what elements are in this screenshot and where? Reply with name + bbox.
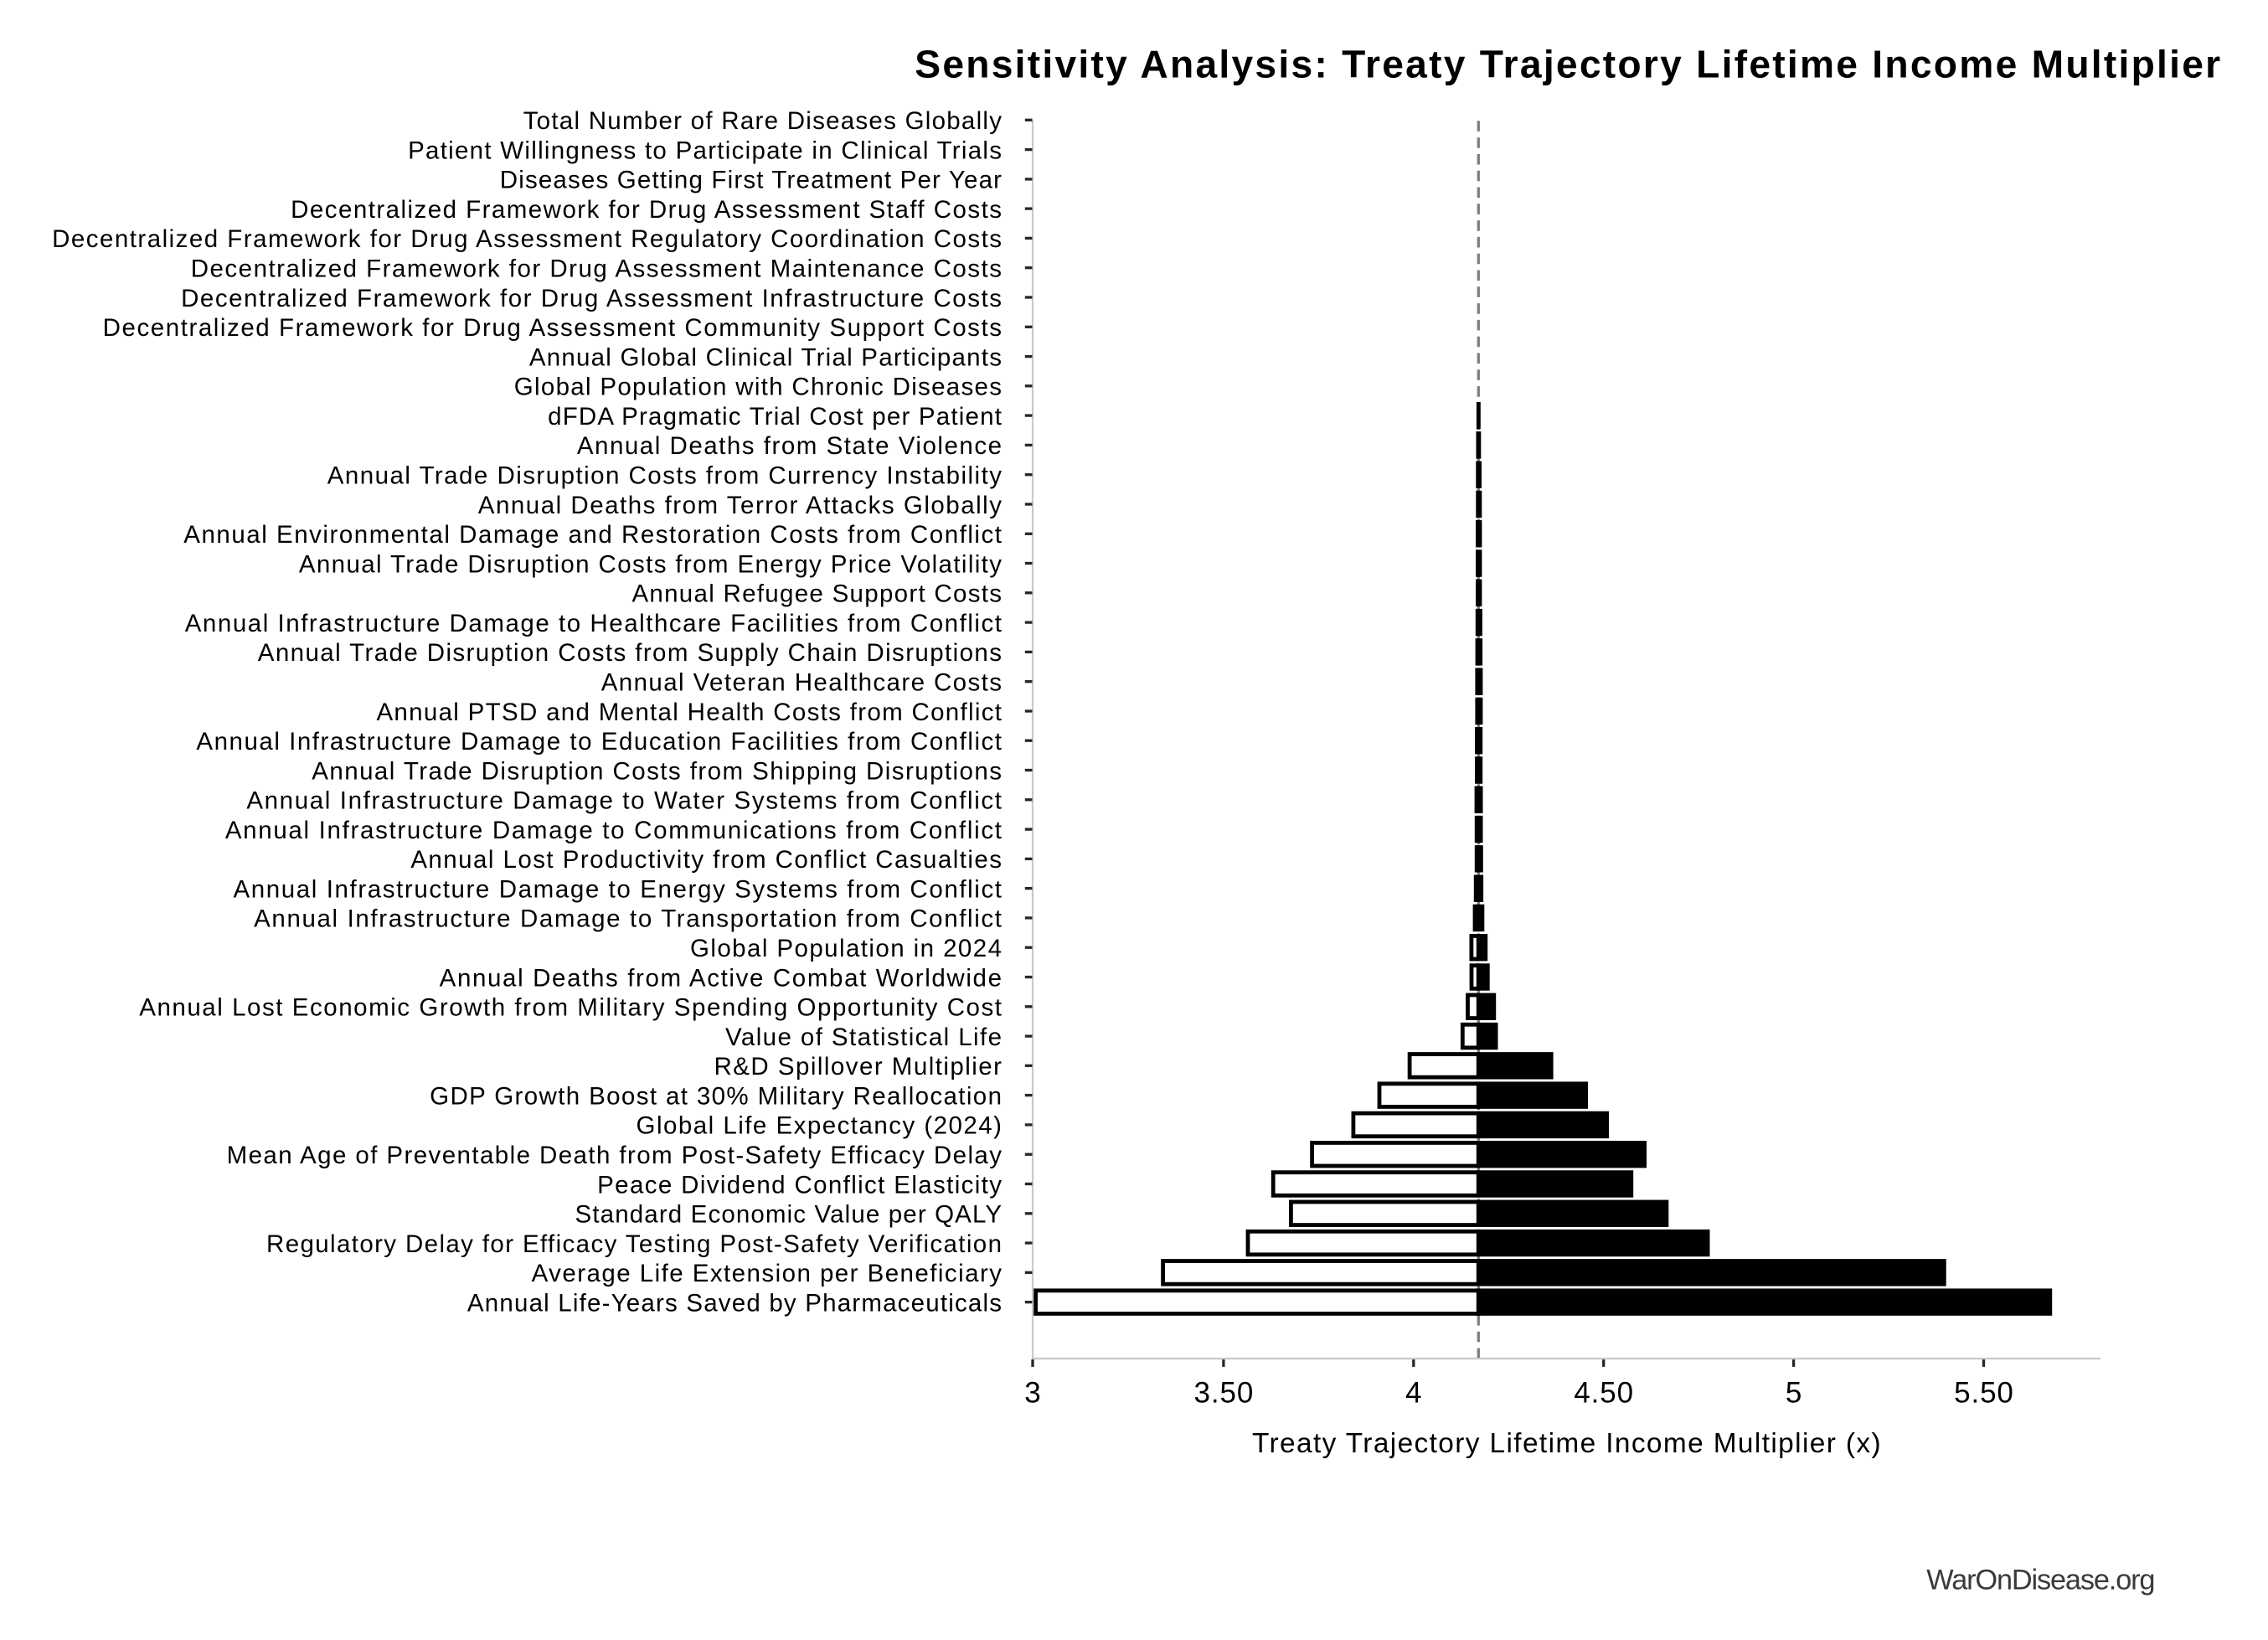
svg-text:Annual Life-Years Saved by Pha: Annual Life-Years Saved by Pharmaceutica… xyxy=(467,1289,1003,1317)
svg-text:4: 4 xyxy=(1405,1376,1423,1409)
svg-text:Annual Infrastructure Damage t: Annual Infrastructure Damage to Educatio… xyxy=(196,728,1003,756)
svg-text:Global Life Expectancy (2024): Global Life Expectancy (2024) xyxy=(637,1112,1003,1140)
svg-text:Annual Infrastructure Damage t: Annual Infrastructure Damage to Healthca… xyxy=(185,610,1003,637)
svg-text:Peace Dividend Conflict Elasti: Peace Dividend Conflict Elasticity xyxy=(597,1171,1003,1199)
svg-text:WarOnDisease.org: WarOnDisease.org xyxy=(1926,1565,2154,1596)
svg-text:Annual Veteran Healthcare Cost: Annual Veteran Healthcare Costs xyxy=(601,669,1003,697)
svg-text:Annual PTSD and Mental Health: Annual PTSD and Mental Health Costs from… xyxy=(376,699,1003,726)
svg-text:Annual Deaths from Active Comb: Annual Deaths from Active Combat Worldwi… xyxy=(440,964,1003,992)
svg-text:3: 3 xyxy=(1024,1376,1042,1409)
svg-text:Annual Trade Disruption Costs: Annual Trade Disruption Costs from Suppl… xyxy=(258,639,1003,667)
svg-text:Decentralized Framework for Dr: Decentralized Framework for Drug Assessm… xyxy=(291,196,1003,224)
svg-text:5: 5 xyxy=(1786,1376,1803,1409)
svg-text:Sensitivity Analysis: Treaty T: Sensitivity Analysis: Treaty Trajectory … xyxy=(915,43,2222,86)
svg-text:Average Life Extension per Ben: Average Life Extension per Beneficiary xyxy=(532,1260,1003,1287)
svg-text:Decentralized Framework for Dr: Decentralized Framework for Drug Assessm… xyxy=(103,314,1003,342)
svg-text:Decentralized Framework for Dr: Decentralized Framework for Drug Assessm… xyxy=(181,285,1003,312)
svg-text:Annual Lost Productivity from: Annual Lost Productivity from Conflict C… xyxy=(410,846,1003,874)
svg-text:R&D Spillover Multiplier: R&D Spillover Multiplier xyxy=(714,1053,1003,1080)
svg-text:4.50: 4.50 xyxy=(1574,1376,1634,1409)
svg-text:Annual Refugee Support Costs: Annual Refugee Support Costs xyxy=(631,580,1003,608)
svg-text:Standard Economic Value per QA: Standard Economic Value per QALY xyxy=(575,1201,1003,1229)
svg-text:Decentralized Framework for Dr: Decentralized Framework for Drug Assessm… xyxy=(191,255,1003,283)
svg-text:Annual Deaths from State Viole: Annual Deaths from State Violence xyxy=(577,432,1003,460)
svg-text:Annual Global Clinical Trial P: Annual Global Clinical Trial Participant… xyxy=(529,343,1003,371)
svg-text:Decentralized Framework for Dr: Decentralized Framework for Drug Assessm… xyxy=(52,225,1003,253)
svg-text:Annual Lost Economic Growth fr: Annual Lost Economic Growth from Militar… xyxy=(139,994,1003,1022)
svg-text:Annual Environmental Damage an: Annual Environmental Damage and Restorat… xyxy=(183,521,1003,549)
svg-text:GDP Growth Boost at 30% Milita: GDP Growth Boost at 30% Military Realloc… xyxy=(430,1082,1003,1110)
svg-text:Treaty Trajectory Lifetime Inc: Treaty Trajectory Lifetime Income Multip… xyxy=(1252,1428,1882,1459)
svg-text:Value of Statistical Life: Value of Statistical Life xyxy=(725,1024,1003,1051)
svg-text:Annual Infrastructure Damage t: Annual Infrastructure Damage to Water Sy… xyxy=(246,787,1003,815)
svg-text:dFDA Pragmatic Trial Cost per: dFDA Pragmatic Trial Cost per Patient xyxy=(548,403,1003,431)
svg-text:Annual Trade Disruption Costs: Annual Trade Disruption Costs from Shipp… xyxy=(312,757,1003,785)
svg-text:Total Number of Rare Diseases: Total Number of Rare Diseases Globally xyxy=(523,107,1003,135)
svg-text:Global Population in 2024: Global Population in 2024 xyxy=(690,935,1003,962)
svg-text:Annual Trade Disruption Costs: Annual Trade Disruption Costs from Curre… xyxy=(327,462,1003,490)
svg-text:Annual Infrastructure Damage t: Annual Infrastructure Damage to Communic… xyxy=(225,817,1003,844)
svg-text:Global Population with Chronic: Global Population with Chronic Diseases xyxy=(514,374,1003,401)
svg-text:Patient Willingness to Partici: Patient Willingness to Participate in Cl… xyxy=(408,137,1003,164)
svg-text:Diseases Getting First Treatme: Diseases Getting First Treatment Per Yea… xyxy=(500,167,1003,194)
svg-text:5.50: 5.50 xyxy=(1954,1376,2014,1409)
svg-text:Mean Age of Preventable Death: Mean Age of Preventable Death from Post-… xyxy=(227,1142,1003,1169)
svg-text:Annual Trade Disruption Costs: Annual Trade Disruption Costs from Energ… xyxy=(299,550,1003,578)
svg-text:Annual Deaths from Terror Atta: Annual Deaths from Terror Attacks Global… xyxy=(478,492,1003,519)
svg-text:Annual Infrastructure Damage t: Annual Infrastructure Damage to Energy S… xyxy=(233,875,1003,903)
svg-text:3.50: 3.50 xyxy=(1194,1376,1255,1409)
svg-text:Annual Infrastructure Damage t: Annual Infrastructure Damage to Transpor… xyxy=(254,905,1003,933)
svg-text:Regulatory Delay for Efficacy: Regulatory Delay for Efficacy Testing Po… xyxy=(266,1230,1003,1258)
